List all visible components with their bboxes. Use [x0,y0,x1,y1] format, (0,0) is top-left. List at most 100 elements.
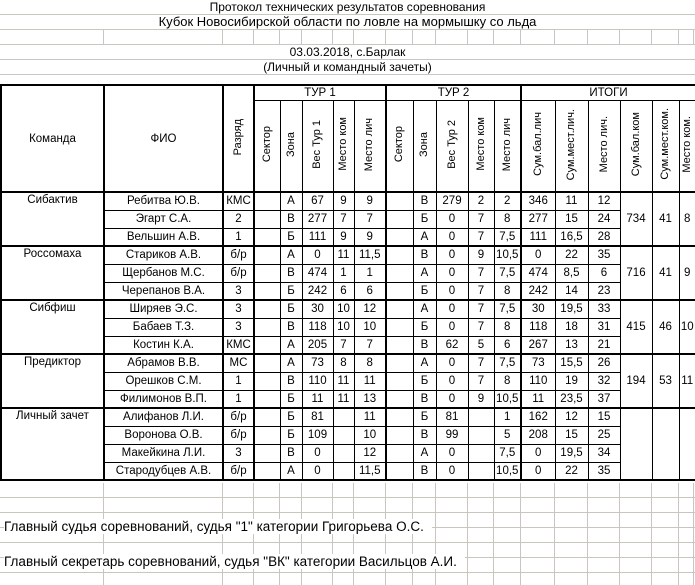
cell-tour2-team-place [467,461,495,481]
cell-tour1-zone: В [279,263,303,283]
cell-tour2-zone: А [412,299,437,319]
cell-team-place: 8 [678,191,695,247]
date-place: 03.03.2018, с.Барлак [289,45,406,59]
cell-tour1-weight: 109 [301,425,334,445]
cell-team-sum-score: 194 [619,353,653,409]
cell-team-name: Россомаха [0,245,105,301]
cell-tour1-zone: В [279,371,303,391]
cell-tour1-team-place [332,443,355,463]
cell-total-sum-score-pers: 474 [520,263,556,283]
cell-tour2-weight: 81 [435,407,469,427]
cell-tour1-weight: 30 [301,299,334,319]
cell-total-sum-places-pers: 13 [554,335,589,355]
cell-total-sum-places-pers: 18 [554,317,589,337]
cell-tour1-team-place: 10 [332,299,355,319]
header-sum-places-pers: Сум.мест.лич. [554,99,589,193]
cell-tour1-zone: Б [279,425,303,445]
cell-rank: 3 [222,299,255,319]
cell-fio: Стародубцев А.В. [103,461,224,481]
cell-team-sum-score [619,407,653,481]
cell-tour2-zone: В [412,461,437,481]
cell-tour1-zone: В [279,443,303,463]
cell-fio: Стариков А.В. [103,245,224,265]
cell-tour1-weight: 0 [301,245,334,265]
cell-tour2-team-place: 7 [467,353,495,373]
cell-tour1-team-place: 9 [332,191,355,211]
cell-tour2-sector [385,299,414,319]
header-sum-score-pers: Сум.бал.лич [520,99,556,193]
cell-total-sum-score-pers: 208 [520,425,556,445]
cell-tour1-team-place [332,407,355,427]
cell-tour2-team-place: 7 [467,263,495,283]
cell-tour2-weight: 0 [435,227,469,247]
footer-grid: Главный судья соревнований, судья "1" ка… [0,483,695,585]
cell-tour1-weight: 73 [301,353,334,373]
cell-tour1-zone: В [279,209,303,229]
cell-tour1-sector [253,389,281,409]
cell-tour2-sector [385,371,414,391]
cell-tour1-pers-place: 11,5 [353,461,387,481]
cell-tour2-zone: В [412,245,437,265]
cell-tour1-zone: А [279,461,303,481]
cell-tour1-sector [253,353,281,373]
cell-rank: 3 [222,317,255,337]
cell-total-sum-places-pers: 8,5 [554,263,589,283]
header-t1-sector: Сектор [253,99,281,193]
chief-secretary-line: Главный секретарь соревнований, судья "В… [4,554,465,569]
cell-total-sum-score-pers: 118 [520,317,556,337]
cell-tour1-pers-place: 9 [353,191,387,211]
cell-tour2-team-place: 7 [467,371,495,391]
cell-total-place-pers: 24 [587,209,621,229]
cell-rank: б/р [222,407,255,427]
spacer-row [0,75,695,84]
cell-team-place [678,407,695,481]
cell-total-sum-score-pers: 111 [520,227,556,247]
cell-tour2-team-place: 7 [467,317,495,337]
cell-tour2-sector [385,335,414,355]
cell-rank: 2 [222,209,255,229]
cell-tour1-sector [253,263,281,283]
cell-total-sum-places-pers: 22 [554,461,589,481]
cell-total-place-pers: 32 [587,371,621,391]
cell-tour2-team-place: 7 [467,227,495,247]
cell-tour1-weight: 277 [301,209,334,229]
cell-tour2-pers-place: 7,5 [493,299,522,319]
cell-rank: 3 [222,443,255,463]
cell-total-place-pers: 6 [587,263,621,283]
cell-tour2-zone: Б [412,407,437,427]
cell-rank: 1 [222,389,255,409]
date-row: 03.03.2018, с.Барлак [0,45,695,60]
cell-total-sum-score-pers: 0 [520,443,556,463]
cell-tour1-weight: 67 [301,191,334,211]
cell-tour1-weight: 118 [301,317,334,337]
cell-total-sum-places-pers: 19 [554,371,589,391]
cell-team-name: Сибфиш [0,299,105,355]
cell-total-sum-places-pers: 15 [554,209,589,229]
cell-tour2-pers-place: 2 [493,191,522,211]
cell-rank: б/р [222,425,255,445]
cell-tour1-pers-place: 7 [353,209,387,229]
cell-tour1-team-place: 10 [332,317,355,337]
cell-tour2-pers-place: 8 [493,371,522,391]
cell-team-place: 11 [678,353,695,409]
cell-team-sum-places [651,407,680,481]
cell-tour2-sector [385,353,414,373]
cell-tour1-team-place: 11 [332,389,355,409]
header-t2-zone: Зона [412,99,437,193]
cell-total-sum-places-pers: 11 [554,191,589,211]
cell-total-sum-places-pers: 12 [554,407,589,427]
cell-fio: Ширяев Э.С. [103,299,224,319]
cell-tour1-team-place: 9 [332,227,355,247]
cell-tour2-weight: 0 [435,461,469,481]
cell-tour1-sector [253,191,281,211]
cell-fio: Черепанов В.А. [103,281,224,301]
cell-tour2-pers-place: 8 [493,317,522,337]
cell-tour2-sector [385,263,414,283]
cell-tour1-pers-place: 8 [353,353,387,373]
cell-tour2-team-place: 7 [467,299,495,319]
cell-tour1-team-place: 7 [332,335,355,355]
cell-tour1-pers-place: 12 [353,299,387,319]
header-t1-zone: Зона [279,99,303,193]
cell-tour2-weight: 0 [435,245,469,265]
